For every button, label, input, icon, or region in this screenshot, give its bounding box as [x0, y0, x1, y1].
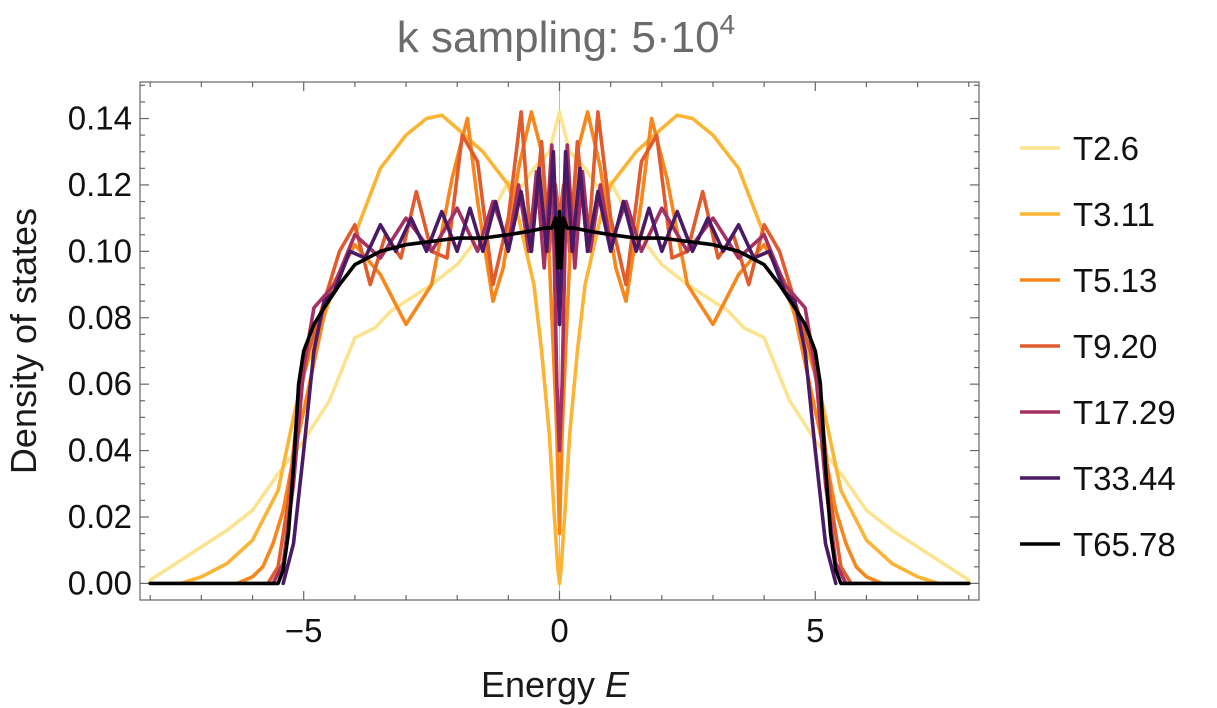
- y-axis-label: Density of states: [3, 208, 44, 474]
- y-tick-label: 0.04: [68, 432, 132, 469]
- y-tick-label: 0.02: [68, 498, 132, 535]
- y-tick-label: 0.12: [68, 166, 132, 203]
- axis-ticks: −5 0 5 0.00 0.02 0.04 0.06 0.08 0.10 0.12 0.14: [68, 82, 979, 649]
- series-line-T65.78: [148, 209, 971, 586]
- x-tick-label: 5: [806, 612, 824, 649]
- legend-label-T5.13: T5.13: [1073, 262, 1157, 299]
- y-tick-label: 0.08: [68, 299, 132, 336]
- series-layer: [148, 110, 971, 586]
- x-tick-label: 0: [550, 612, 568, 649]
- series-line-T17.29: [271, 143, 848, 586]
- y-tick-label: 0.14: [68, 100, 132, 137]
- y-tick-label: 0.06: [68, 365, 132, 402]
- legend-label-T3.11: T3.11: [1073, 196, 1155, 233]
- legend-label-T9.20: T9.20: [1073, 328, 1157, 365]
- series-line-T33.44: [281, 149, 838, 586]
- legend-label-T17.29: T17.29: [1073, 394, 1176, 431]
- x-tick-label: −5: [285, 612, 323, 649]
- y-tick-label: 0.00: [68, 564, 132, 601]
- legend-label-T65.78: T65.78: [1073, 526, 1176, 563]
- x-axis-label: Energy E: [481, 664, 630, 705]
- y-tick-label: 0.10: [68, 232, 132, 269]
- legend-label-T33.44: T33.44: [1073, 460, 1176, 497]
- chart-title: k sampling: 5·104: [397, 9, 735, 62]
- legend-label-T2.6: T2.6: [1073, 130, 1139, 167]
- series-line-T2.6: [148, 110, 971, 582]
- legend: T2.6 T3.11 T5.13 T9.20 T17.29 T33.44 T65.78: [1020, 130, 1176, 563]
